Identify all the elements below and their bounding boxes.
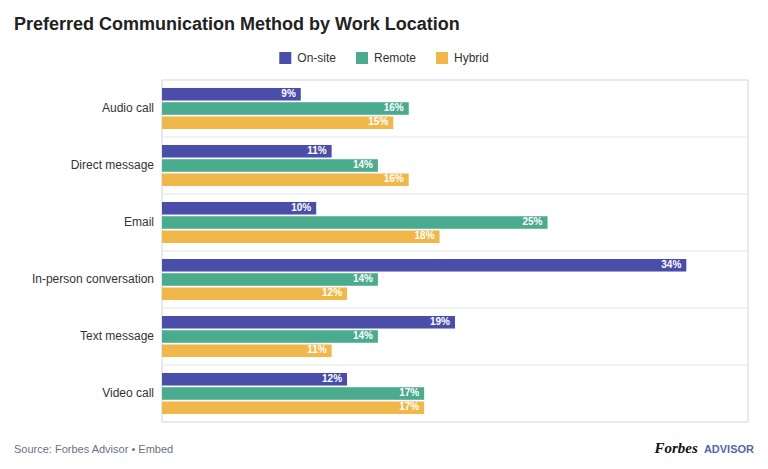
- legend-swatch: [436, 52, 448, 64]
- page: {"chart_data": { "type": "bar", "orienta…: [0, 0, 768, 469]
- plot-frame: [162, 80, 748, 422]
- bar: [162, 116, 393, 129]
- data-label: 11%: [307, 344, 327, 355]
- legend-item: On-site: [279, 51, 336, 65]
- legend-label: Hybrid: [454, 51, 489, 65]
- data-label: 17%: [399, 401, 419, 412]
- group-divider: [162, 251, 748, 252]
- data-label: 9%: [281, 88, 296, 99]
- chart: Preferred Communication Method by Work L…: [0, 0, 768, 469]
- data-label: 25%: [523, 216, 543, 227]
- group-divider: [162, 137, 748, 138]
- y-tick-label: Text message: [80, 329, 154, 343]
- legend-swatch: [356, 52, 368, 64]
- bar: [162, 259, 686, 272]
- data-label: 18%: [415, 230, 435, 241]
- group-divider: [162, 365, 748, 366]
- data-label: 16%: [384, 102, 404, 113]
- data-label: 10%: [291, 202, 311, 213]
- bar: [162, 102, 409, 115]
- data-label: 16%: [384, 173, 404, 184]
- bar: [162, 373, 347, 386]
- data-label: 12%: [322, 373, 342, 384]
- bar: [162, 173, 409, 186]
- legend-label: On-site: [297, 51, 336, 65]
- bar: [162, 387, 424, 400]
- bar: [162, 287, 347, 300]
- brand-sub: ADVISOR: [704, 443, 754, 455]
- legend-item: Hybrid: [436, 51, 489, 65]
- bar: [162, 202, 316, 215]
- title: Preferred Communication Method by Work L…: [14, 14, 460, 34]
- group-divider: [162, 308, 748, 309]
- bar: [162, 230, 440, 243]
- group-divider: [162, 194, 748, 195]
- y-tick-label: Direct message: [71, 158, 155, 172]
- brand: Forbes: [654, 440, 699, 456]
- bars: [162, 88, 686, 414]
- data-label: 15%: [368, 116, 388, 127]
- data-label: 19%: [430, 316, 450, 327]
- data-label: 11%: [307, 145, 327, 156]
- data-label: 17%: [399, 387, 419, 398]
- data-label: 14%: [353, 330, 373, 341]
- bar: [162, 330, 378, 343]
- bar: [162, 216, 548, 229]
- y-tick-label: Video call: [102, 386, 154, 400]
- bar: [162, 159, 378, 172]
- legend: On-site Remote Hybrid: [279, 51, 488, 65]
- legend-item: Remote: [356, 51, 416, 65]
- bar: [162, 145, 332, 158]
- y-tick-label: In-person conversation: [32, 272, 154, 286]
- data-label: 34%: [661, 259, 681, 270]
- bar: [162, 344, 332, 357]
- legend-label: Remote: [374, 51, 416, 65]
- bar: [162, 316, 455, 329]
- source-note: Source: Forbes Advisor • Embed: [14, 443, 173, 455]
- y-tick-label: Audio call: [102, 101, 154, 115]
- bar: [162, 88, 301, 101]
- data-label: 12%: [322, 287, 342, 298]
- y-tick-label: Email: [124, 215, 154, 229]
- data-label: 14%: [353, 159, 373, 170]
- bar: [162, 401, 424, 414]
- data-label: 14%: [353, 273, 373, 284]
- data-labels: 9% 16% 15% 11% 14% 16% 10% 25% 18% 34% 14% 12% 19% 14…: [281, 88, 681, 413]
- legend-swatch: [279, 52, 291, 64]
- bar: [162, 273, 378, 286]
